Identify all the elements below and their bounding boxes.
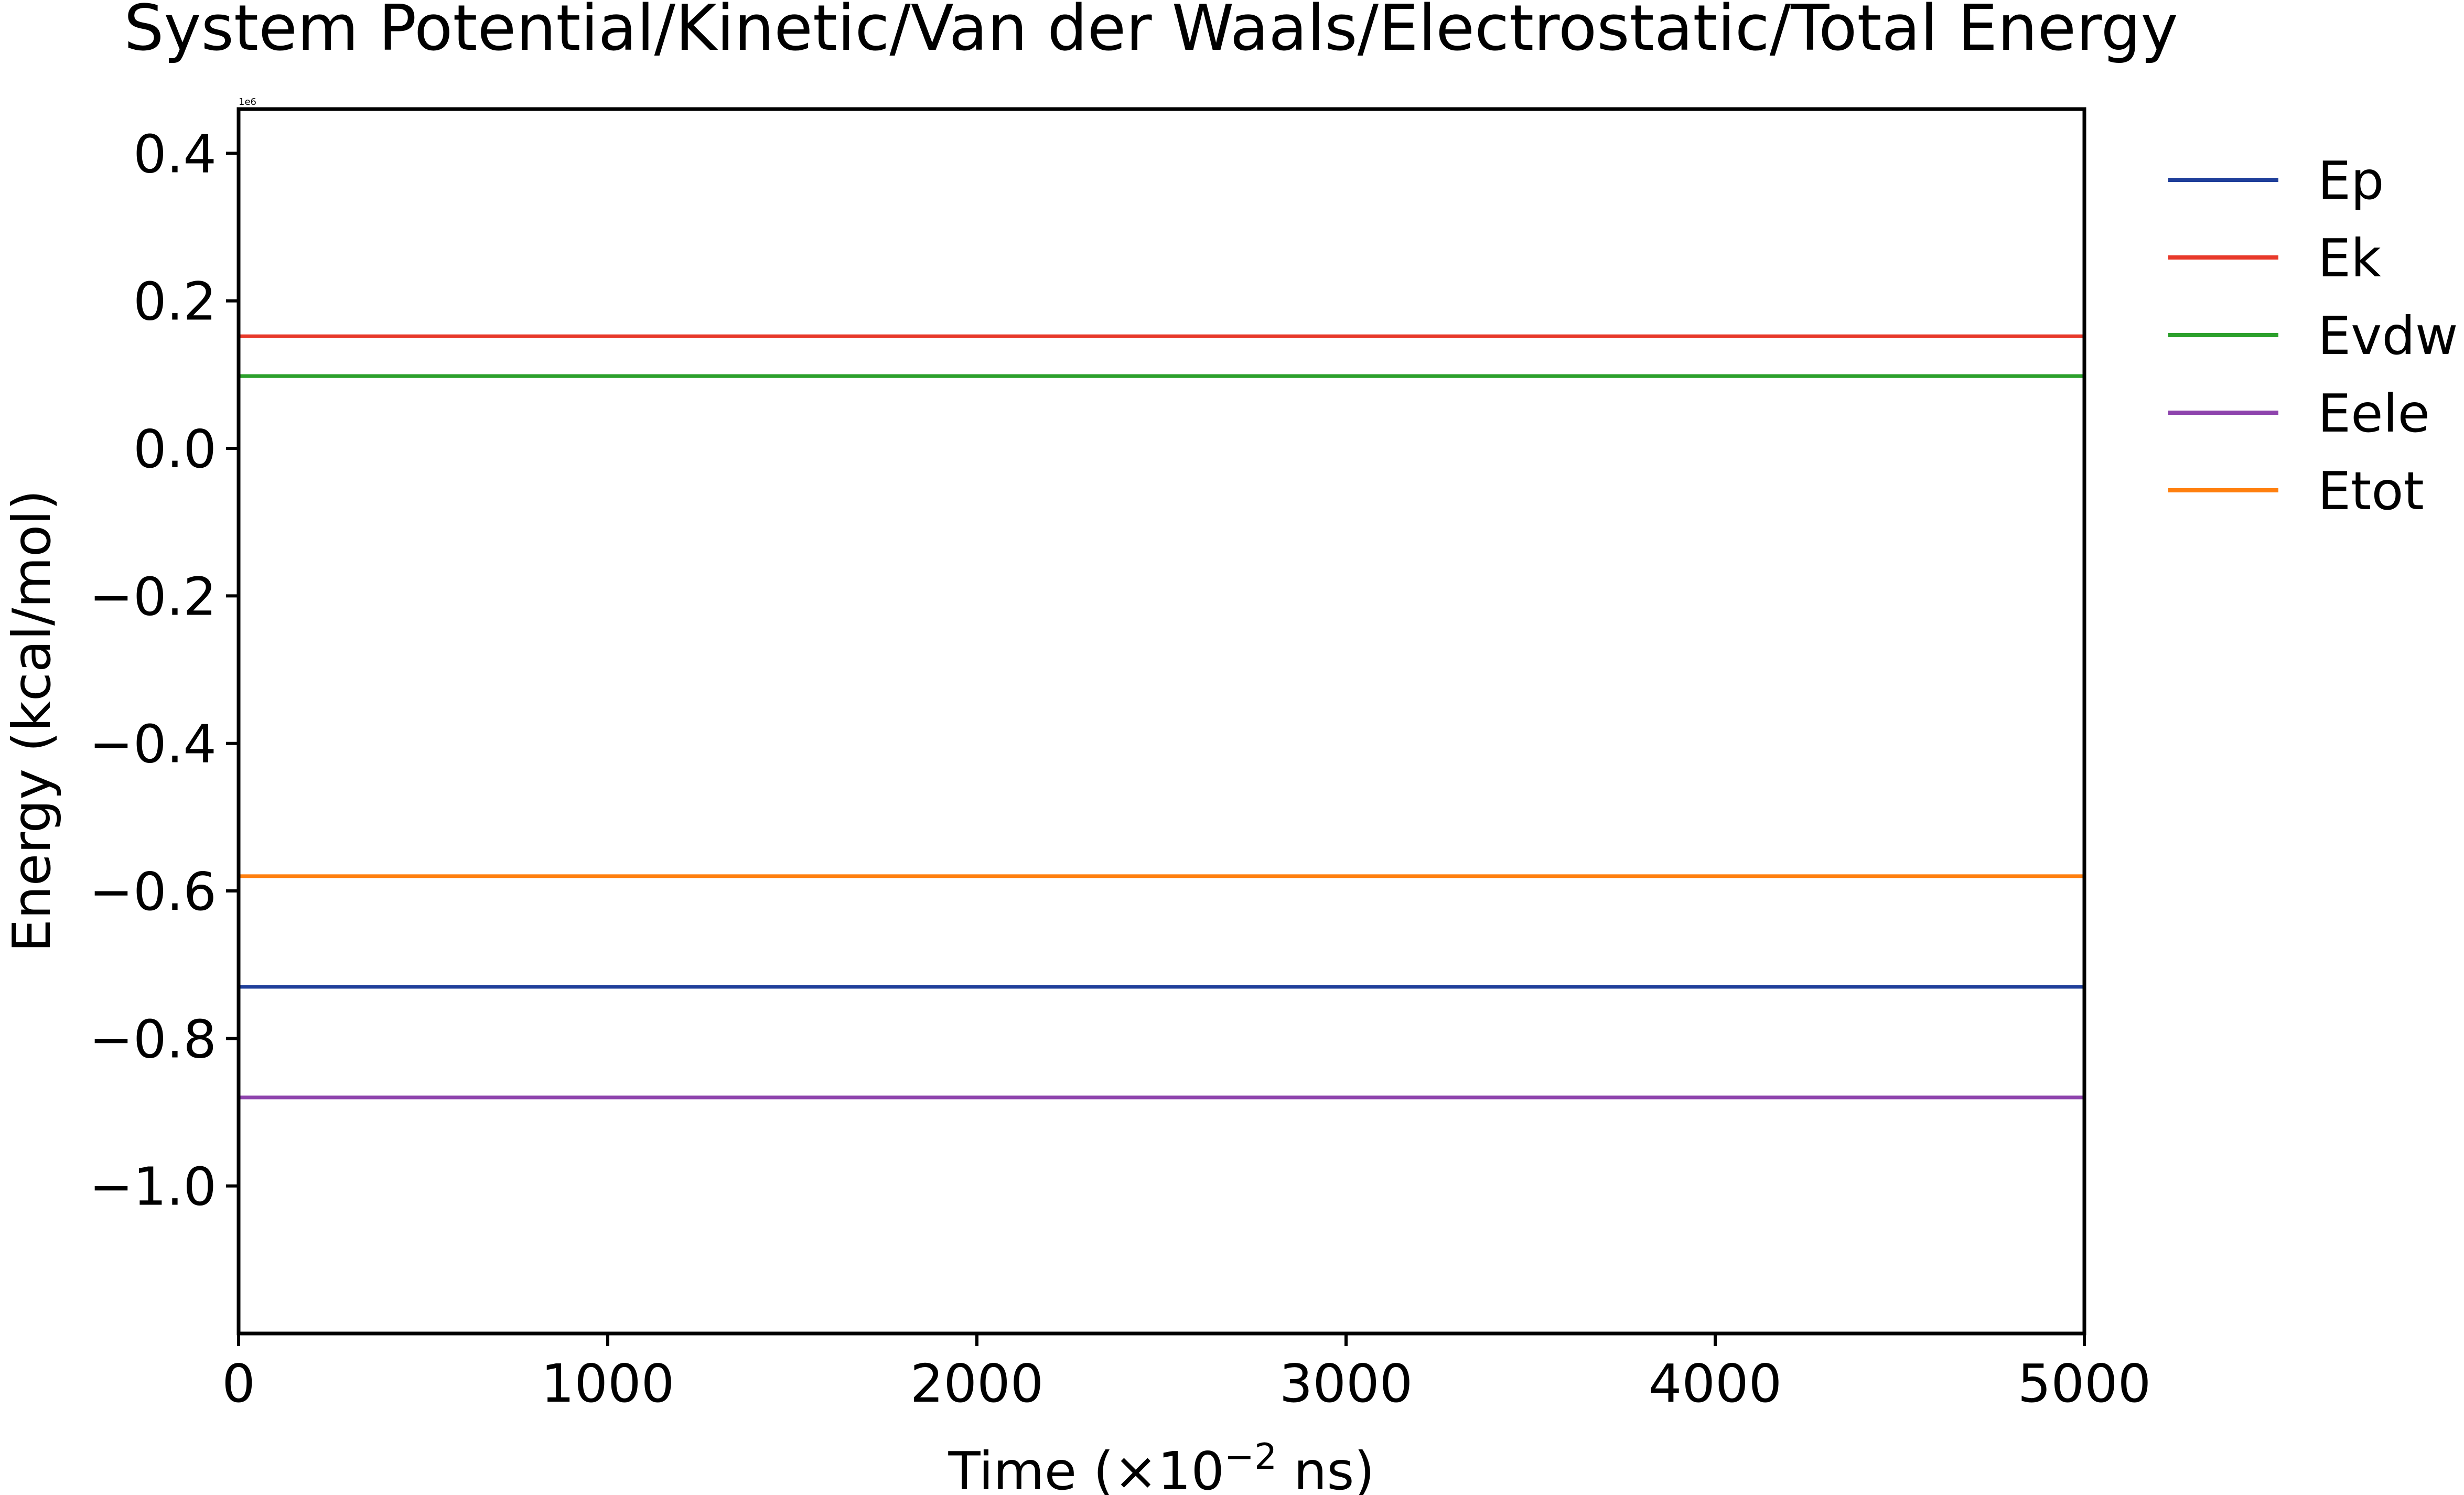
y-tick-label: −0.8 — [89, 1008, 217, 1070]
series-layer — [239, 334, 2084, 1100]
chart-title: System Potential/Kinetic/Van der Waals/E… — [124, 0, 2178, 65]
x-tick-label: 3000 — [1279, 1353, 1413, 1414]
x-tick-label: 4000 — [1649, 1353, 1782, 1414]
plot-frame — [236, 107, 2086, 1336]
y-tick-label: −1.0 — [89, 1156, 217, 1218]
x-tick-label: 5000 — [2018, 1353, 2151, 1414]
y-tick-label: −0.6 — [89, 861, 217, 922]
x-axis: 0 1000 2000 3000 4000 5000 — [222, 1333, 2151, 1414]
legend-item-ek: Ek — [2168, 228, 2381, 289]
legend-item-evdw: Evdw — [2168, 305, 2458, 367]
legend-item-eele: Eele — [2168, 383, 2430, 444]
y-tick-label: −0.4 — [89, 714, 217, 775]
y-axis: 0.4 0.2 0.0 −0.2 −0.4 −0.6 −0.8 −1.0 — [89, 123, 239, 1218]
legend-label: Evdw — [2318, 305, 2458, 367]
y-axis-label: Energy (kcal/mol) — [1, 490, 62, 952]
legend-item-ep: Ep — [2168, 150, 2384, 211]
y-offset-label: 1e6 — [239, 96, 256, 107]
x-axis-label-exponent: −2 — [1224, 1436, 1277, 1478]
y-tick-label: 0.0 — [133, 418, 217, 480]
x-axis-label: Time (×10−2 ns) — [948, 1436, 1374, 1495]
legend-label: Ep — [2318, 150, 2384, 211]
y-tick-label: −0.2 — [89, 566, 217, 627]
y-tick-label: 0.4 — [133, 123, 217, 185]
x-axis-label-prefix: Time (×10 — [948, 1440, 1224, 1495]
legend-label: Eele — [2318, 383, 2430, 444]
y-tick-label: 0.2 — [133, 271, 217, 332]
x-tick-label: 2000 — [910, 1353, 1044, 1414]
legend: Ep Ek Evdw Eele Etot — [2168, 150, 2458, 522]
legend-label: Ek — [2318, 228, 2381, 289]
legend-item-etot: Etot — [2168, 460, 2424, 522]
x-tick-label: 0 — [222, 1353, 255, 1414]
legend-label: Etot — [2318, 460, 2424, 522]
x-axis-label-suffix: ns) — [1277, 1440, 1374, 1495]
x-tick-label: 1000 — [541, 1353, 675, 1414]
